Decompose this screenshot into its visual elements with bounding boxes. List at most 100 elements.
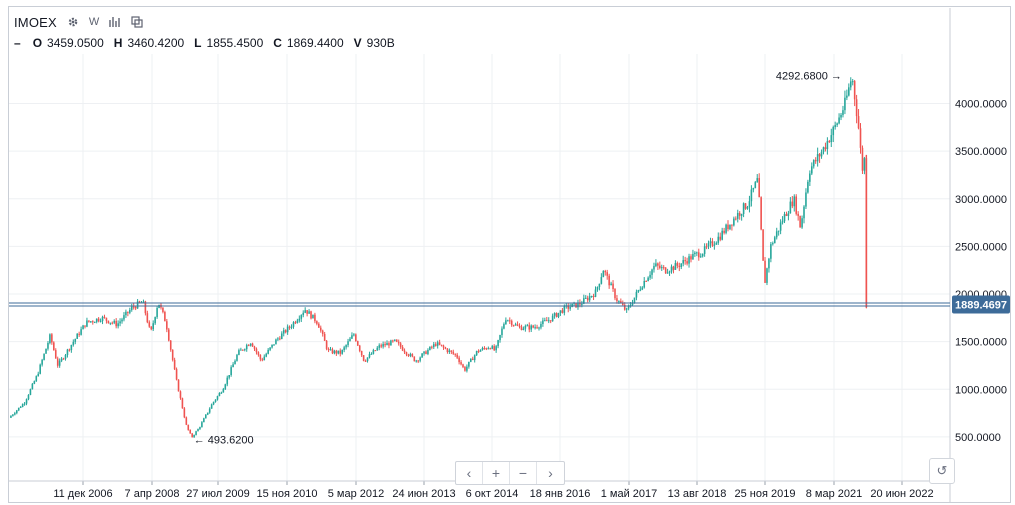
candle-body (711, 241, 714, 246)
candle-body (240, 349, 242, 351)
candle-body (247, 345, 250, 347)
compare-icon[interactable] (131, 16, 143, 28)
candle-body (812, 160, 815, 167)
candle-body (629, 305, 632, 307)
candle-body (80, 329, 82, 335)
candle-body (604, 271, 607, 273)
candle-body (846, 95, 848, 98)
candle-body (296, 320, 299, 323)
candle-body (608, 275, 610, 286)
candle-body (392, 340, 394, 342)
candle-body (119, 321, 121, 324)
candle-body (725, 224, 727, 233)
reset-chart-button[interactable]: ↺ (929, 458, 955, 484)
candle-body (384, 344, 386, 346)
candle-body (861, 147, 864, 171)
candle-body (544, 320, 546, 322)
candle-body (360, 350, 363, 356)
candle-body (419, 357, 421, 361)
candle-body (242, 349, 244, 351)
candle-body (696, 252, 698, 254)
candle-body (717, 236, 720, 243)
candle-body (781, 221, 784, 223)
candle-body (709, 241, 712, 244)
candle-body (201, 422, 203, 428)
scroll-right-button[interactable]: › (548, 465, 553, 481)
candle-body (45, 348, 47, 354)
candle-body (37, 373, 40, 377)
bars-icon[interactable] (109, 16, 121, 28)
candle-body (214, 399, 217, 402)
scroll-left-button[interactable]: ‹ (456, 462, 483, 484)
candle-body (421, 353, 423, 358)
candle-body (777, 230, 780, 232)
candle-body (602, 271, 605, 278)
candle-body (828, 141, 831, 143)
candle-body (623, 304, 626, 310)
candle-body (855, 99, 858, 117)
gear-icon[interactable] (67, 16, 79, 28)
candle-body (407, 354, 410, 356)
candle-body (809, 173, 811, 182)
candle-body (830, 135, 833, 143)
candle-body (183, 408, 186, 418)
candle-body (764, 260, 766, 283)
candle-body (801, 218, 803, 228)
candle-body (269, 347, 271, 350)
candle-body (212, 401, 215, 405)
candle-body (715, 242, 718, 245)
candle-body (33, 381, 36, 384)
candle-body (429, 346, 431, 350)
candle-body (479, 350, 482, 352)
candle-body (524, 326, 527, 329)
candle-body (39, 364, 41, 374)
candle-body (487, 348, 490, 350)
candle-body (17, 407, 20, 411)
candle-body (156, 308, 158, 318)
candle-body (162, 307, 164, 312)
candle-body (218, 393, 221, 397)
candle-body (277, 338, 279, 340)
candle-body (481, 347, 484, 351)
candle-body (56, 358, 59, 366)
candle-body (29, 389, 32, 395)
candle-body (475, 350, 478, 356)
candle-body (532, 325, 534, 328)
candle-body (520, 326, 523, 330)
candle-body (740, 213, 743, 216)
candle-body (483, 347, 486, 349)
interval-label[interactable]: W (88, 16, 100, 28)
candle-body (844, 97, 846, 111)
candle-body (121, 319, 123, 322)
candle-body (534, 327, 536, 329)
zoom-out-button[interactable]: − (510, 462, 537, 484)
candle-body (117, 323, 119, 327)
symbol-label[interactable]: IMOEX (14, 14, 57, 30)
candle-body (733, 218, 735, 226)
candle-body (43, 353, 45, 360)
candle-body (333, 350, 336, 354)
candle-body (684, 260, 686, 262)
candle-body (356, 341, 359, 346)
zoom-in-button[interactable]: + (483, 462, 510, 484)
candle-body (310, 311, 312, 319)
candle-body (82, 325, 84, 330)
candle-body (284, 330, 287, 333)
candle-body (230, 367, 232, 376)
candle-body (51, 334, 53, 343)
candle-body (388, 343, 390, 346)
candle-body (15, 410, 18, 414)
candle-body (319, 327, 322, 331)
candle-body (99, 320, 102, 322)
candle-body (569, 307, 571, 309)
candle-body (863, 158, 866, 171)
candle-body (662, 267, 665, 269)
candle-body (770, 244, 772, 259)
candle-body (132, 306, 135, 308)
candle-body (195, 431, 197, 435)
max-annotation: 4292.6800 → (776, 71, 842, 83)
candle-body (848, 87, 850, 96)
candle-body (464, 367, 466, 371)
candle-body (298, 318, 301, 321)
